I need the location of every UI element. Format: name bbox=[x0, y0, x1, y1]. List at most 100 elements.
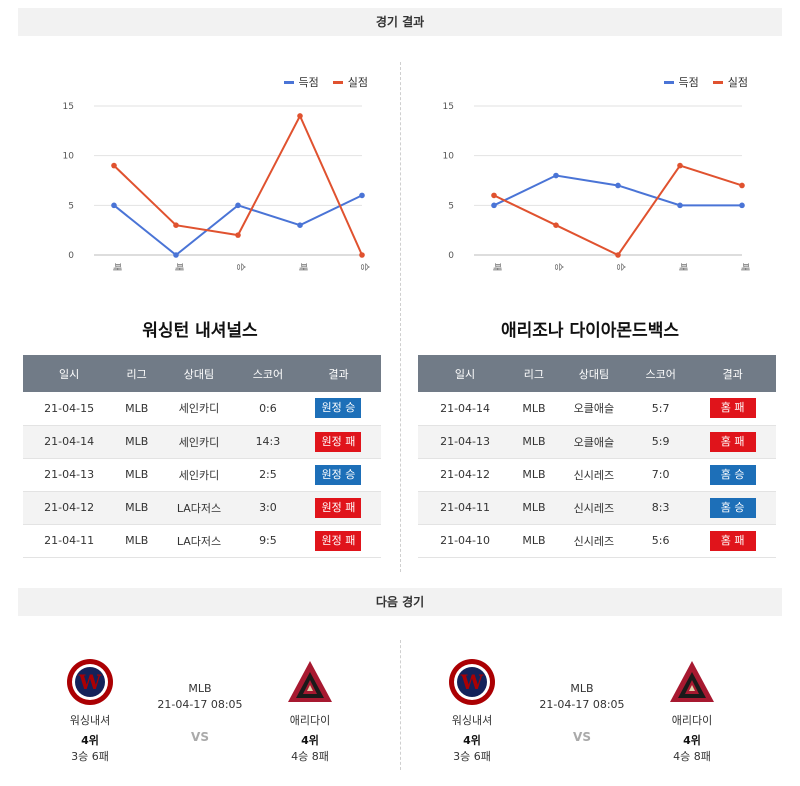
away-team-name: 애리다이 bbox=[671, 714, 713, 727]
cell-score: 0:6 bbox=[239, 392, 296, 426]
next-divider bbox=[400, 640, 401, 770]
cell-score: 5:6 bbox=[632, 524, 690, 558]
table-row[interactable]: 21-04-14 MLB 오클애슬 5:7 홈 패 bbox=[418, 392, 776, 426]
result-badge: 원정 승 bbox=[315, 464, 362, 485]
cell-date: 21-04-13 bbox=[23, 458, 116, 492]
y-tick-label: 10 bbox=[443, 152, 455, 162]
nationals-logo-icon: W bbox=[66, 658, 114, 706]
results-divider bbox=[400, 62, 401, 572]
header-league: 리그 bbox=[115, 355, 159, 392]
cell-opponent: 세인카디 bbox=[158, 392, 240, 426]
away-team-name: 애리다이 bbox=[289, 714, 331, 727]
data-point bbox=[677, 162, 683, 169]
legend-swatch-scored bbox=[283, 80, 294, 84]
home-team-rank: 4위 bbox=[463, 734, 481, 747]
data-point bbox=[739, 182, 745, 189]
cell-opponent: 신시레즈 bbox=[555, 458, 633, 492]
header-date: 일시 bbox=[23, 355, 116, 392]
x-tick-label: 승 bbox=[235, 263, 246, 271]
result-badge: 홈 패 bbox=[709, 431, 756, 452]
cell-league: MLB bbox=[512, 425, 556, 459]
legend-item-scored[interactable]: 득점 bbox=[663, 74, 699, 90]
table-row[interactable]: 21-04-14 MLB 세인카디 14:3 원정 패 bbox=[23, 425, 381, 459]
cell-league: MLB bbox=[115, 524, 159, 558]
home-team-record: 3승 6패 bbox=[453, 750, 491, 763]
table-row[interactable]: 21-04-13 MLB 오클애슬 5:9 홈 패 bbox=[418, 425, 776, 459]
y-tick-label: 10 bbox=[63, 152, 75, 162]
table-row[interactable]: 21-04-10 MLB 신시레즈 5:6 홈 패 bbox=[418, 524, 776, 558]
line-chart-svg: 0 5 10 15 패 승 승 패 패 bbox=[443, 102, 750, 271]
next-section-title: 다음 경기 bbox=[18, 588, 782, 616]
result-badge: 홈 패 bbox=[709, 530, 756, 551]
header-result: 결과 bbox=[295, 355, 381, 392]
header-score: 스코어 bbox=[239, 355, 296, 392]
vs-label: VS bbox=[573, 730, 591, 744]
cell-opponent: 신시레즈 bbox=[555, 491, 633, 525]
legend-swatch-conceded bbox=[332, 80, 343, 84]
cell-result: 홈 패 bbox=[689, 524, 776, 558]
team-title-arizona: 애리조나 다이아몬드백스 bbox=[501, 321, 679, 341]
away-team[interactable]: 애리다이 4위 4승 8패 bbox=[265, 658, 355, 764]
table-row[interactable]: 21-04-12 MLB 신시레즈 7:0 홈 승 bbox=[418, 458, 776, 492]
data-point bbox=[111, 202, 117, 209]
y-tick-label: 0 bbox=[68, 251, 74, 261]
table-row[interactable]: 21-04-11 MLB LA다저스 9:5 원정 패 bbox=[23, 524, 381, 558]
next-match-card[interactable]: W 워싱내셔 4위 3승 6패 MLB 21-04-17 08:05 VS 애리… bbox=[402, 650, 762, 786]
cell-score: 5:7 bbox=[632, 392, 690, 426]
data-point bbox=[173, 222, 179, 228]
x-tick-label: 패 bbox=[677, 263, 688, 271]
x-tick-label: 패 bbox=[739, 263, 750, 271]
cell-league: MLB bbox=[512, 392, 556, 426]
x-tick-label: 패 bbox=[297, 263, 308, 271]
cell-date: 21-04-14 bbox=[23, 425, 116, 459]
data-point bbox=[615, 252, 621, 258]
legend-item-conceded[interactable]: 실점 bbox=[332, 74, 368, 90]
cell-score: 14:3 bbox=[239, 425, 296, 459]
legend-swatch-scored bbox=[663, 80, 674, 84]
header-league: 리그 bbox=[512, 355, 556, 392]
data-point bbox=[173, 252, 179, 258]
y-tick-label: 5 bbox=[448, 201, 454, 211]
result-badge: 원정 패 bbox=[315, 431, 362, 452]
results-table-arizona: 일시 리그 상대팀 스코어 결과 21-04-14 MLB 오클애슬 5:7 홈 패 21… bbox=[418, 355, 776, 558]
cell-date: 21-04-10 bbox=[418, 524, 513, 558]
table-row[interactable]: 21-04-13 MLB 세인카디 2:5 원정 승 bbox=[23, 458, 381, 492]
cell-league: MLB bbox=[115, 491, 159, 525]
legend-item-conceded[interactable]: 실점 bbox=[712, 74, 748, 90]
chart-arizona: 득점 실점 0 5 10 15 패 승 승 패 패 bbox=[400, 60, 760, 280]
away-team-record: 4승 8패 bbox=[291, 750, 329, 763]
x-tick-label: 승 bbox=[359, 263, 370, 271]
cell-score: 5:9 bbox=[632, 425, 690, 459]
cell-result: 원정 패 bbox=[295, 425, 381, 459]
table-row[interactable]: 21-04-11 MLB 신시레즈 8:3 홈 승 bbox=[418, 491, 776, 525]
legend-item-scored[interactable]: 득점 bbox=[283, 74, 319, 90]
team-title-washington: 워싱턴 내셔널스 bbox=[142, 321, 258, 341]
data-point bbox=[297, 222, 303, 228]
header-date: 일시 bbox=[418, 355, 513, 392]
y-tick-label: 5 bbox=[68, 201, 74, 211]
away-team-rank: 4위 bbox=[301, 734, 319, 747]
table-row[interactable]: 21-04-12 MLB LA다저스 3:0 원정 패 bbox=[23, 491, 381, 525]
header-score: 스코어 bbox=[632, 355, 690, 392]
away-team-record: 4승 8패 bbox=[673, 750, 711, 763]
cell-opponent: 오클애슬 bbox=[555, 425, 633, 459]
cell-result: 홈 패 bbox=[689, 392, 776, 426]
results-section-title: 경기 결과 bbox=[18, 8, 782, 36]
line-chart-svg: 0 5 10 15 패 패 승 패 승 bbox=[63, 102, 370, 271]
cell-opponent: 세인카디 bbox=[158, 425, 240, 459]
next-match-card[interactable]: W 워싱내셔 4위 3승 6패 MLB 21-04-17 08:05 VS 애리… bbox=[20, 650, 380, 786]
x-tick-label: 패 bbox=[173, 263, 184, 271]
table-row[interactable]: 21-04-15 MLB 세인카디 0:6 원정 승 bbox=[23, 392, 381, 426]
cell-score: 8:3 bbox=[632, 491, 690, 525]
result-badge: 원정 패 bbox=[315, 530, 362, 551]
x-tick-label: 패 bbox=[491, 263, 502, 271]
data-point bbox=[677, 202, 683, 209]
cell-result: 홈 승 bbox=[689, 458, 776, 492]
home-team-name: 워싱내셔 bbox=[451, 714, 493, 727]
cell-league: MLB bbox=[115, 425, 159, 459]
home-team[interactable]: W 워싱내셔 4위 3승 6패 bbox=[427, 658, 517, 764]
home-team[interactable]: W 워싱내셔 4위 3승 6패 bbox=[45, 658, 135, 764]
legend-label-conceded: 실점 bbox=[727, 76, 748, 89]
away-team[interactable]: 애리다이 4위 4승 8패 bbox=[647, 658, 737, 764]
